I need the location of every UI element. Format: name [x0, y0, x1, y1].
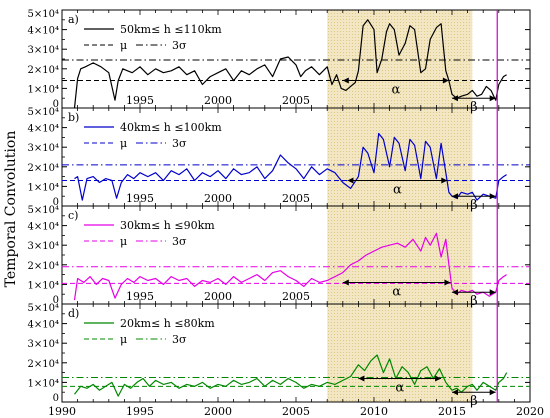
y-tick-label: 2×10⁴: [28, 163, 59, 174]
annotation-arrowhead-left: [452, 193, 458, 200]
y-axis-label: Temporal Convolution: [3, 131, 19, 288]
annotation-arrowhead-left: [347, 177, 354, 184]
annotation-arrowhead-right: [489, 193, 496, 200]
y-tick-label: 1×10⁴: [28, 280, 59, 291]
annotation-label: β: [470, 294, 478, 309]
annotation-label: α: [391, 83, 400, 98]
annotation-arrowhead-right: [444, 279, 451, 286]
x-tick-label-inner: 2000: [204, 94, 232, 107]
y-tick-label: 4×10⁴: [28, 222, 59, 233]
x-tick-label-inner: 1995: [126, 192, 154, 205]
annotation-arrowhead-left: [358, 375, 365, 382]
x-tick-label-inner: 2005: [282, 192, 310, 205]
y-tick-label: 1×10⁴: [28, 84, 59, 95]
y-tick-label: 0: [53, 393, 59, 404]
y-tick-label: 0: [53, 197, 59, 208]
series-line: [73, 19, 507, 109]
x-tick-label-inner: 2000: [204, 192, 232, 205]
x-tick-label: 2020: [516, 405, 544, 418]
series-line: [74, 354, 508, 397]
legend-label-mu: μ: [120, 333, 127, 346]
annotation-arrowhead-left: [452, 95, 458, 102]
legend-label-series: 50km≤ h ≤110km: [120, 23, 222, 36]
legend-label-series: 20km≤ h ≤80km: [120, 317, 215, 330]
x-tick-label: 2005: [282, 405, 310, 418]
legend-label-3sigma: 3σ: [172, 333, 187, 346]
legend-label-3sigma: 3σ: [172, 235, 187, 248]
x-tick-label: 2000: [204, 405, 232, 418]
annotation-label: β: [470, 394, 478, 409]
panel-label: a): [68, 13, 79, 26]
annotation-arrowhead-left: [452, 389, 458, 396]
x-tick-label: 2010: [360, 405, 388, 418]
series-line: [74, 132, 507, 201]
annotation-arrowhead-left: [342, 279, 349, 286]
y-tick-label: 3×10⁴: [28, 339, 59, 350]
y-tick-label: 0: [53, 99, 59, 110]
x-tick-label: 1995: [126, 405, 154, 418]
annotation-arrowhead-right: [489, 389, 496, 396]
panel-c: 0 1×10⁴ 2×10⁴ 3×10⁴ 4×10⁴ 5×10⁴ 1995 2000 2005 α β…: [28, 205, 531, 309]
y-tick-label: 3×10⁴: [28, 45, 59, 56]
x-tick-label-inner: 1995: [126, 94, 154, 107]
x-tick-label-inner: 2000: [204, 290, 232, 303]
y-tick-label: 1×10⁴: [28, 378, 59, 389]
y-tick-label: 4×10⁴: [28, 320, 59, 331]
legend-label-mu: μ: [120, 235, 127, 248]
annotation-arrowhead-right: [489, 95, 496, 102]
legend-label-3sigma: 3σ: [172, 39, 187, 52]
y-tick-label: 5×10⁴: [28, 303, 59, 314]
legend-label-series: 30km≤ h ≤90km: [120, 219, 215, 232]
annotation-arrowhead-left: [342, 77, 349, 84]
x-tick-label-inner: 2005: [282, 290, 310, 303]
y-tick-label: 3×10⁴: [28, 143, 59, 154]
legend-label-mu: μ: [120, 39, 127, 52]
x-tick-label: 2015: [438, 405, 466, 418]
annotation-arrowhead-right: [435, 375, 442, 382]
legend-label-series: 40km≤ h ≤100km: [120, 121, 222, 134]
y-tick-label: 3×10⁴: [28, 241, 59, 252]
y-tick-label: 5×10⁴: [28, 205, 59, 216]
panel-label: c): [68, 209, 78, 222]
annotation-arrowhead-left: [452, 289, 458, 296]
panels-layer: 0 1×10⁴ 2×10⁴ 3×10⁴ 4×10⁴ 5×10⁴ 1995 2000 2005 α β…: [28, 9, 531, 409]
panel-label: b): [68, 111, 79, 124]
y-tick-label: 2×10⁴: [28, 65, 59, 76]
legend-label-mu: μ: [120, 137, 127, 150]
y-tick-label: 5×10⁴: [28, 107, 59, 118]
y-tick-label: 1×10⁴: [28, 182, 59, 193]
annotation-label: α: [393, 183, 402, 198]
series-line: [73, 232, 507, 301]
panel-d: 0 1×10⁴ 2×10⁴ 3×10⁴ 4×10⁴ 5×10⁴ α β d) 20km≤ h ≤8…: [28, 303, 531, 409]
x-tick-label-inner: 1995: [126, 290, 154, 303]
y-tick-label: 2×10⁴: [28, 261, 59, 272]
y-tick-label: 5×10⁴: [28, 9, 59, 20]
y-tick-label: 4×10⁴: [28, 26, 59, 37]
legend-label-3sigma: 3σ: [172, 137, 187, 150]
annotation-label: α: [395, 380, 404, 395]
panel-label: d): [68, 307, 79, 320]
annotation-label: α: [392, 284, 401, 299]
y-tick-label: 4×10⁴: [28, 124, 59, 135]
annotation-arrowhead-right: [442, 77, 449, 84]
y-tick-label: 2×10⁴: [28, 359, 59, 370]
x-axis: 1990 1995 2000 2005 2010 2015 2020: [48, 405, 544, 418]
annotation-arrowhead-right: [441, 177, 448, 184]
y-tick-label: 0: [53, 295, 59, 306]
x-tick-label-inner: 2005: [282, 94, 310, 107]
x-tick-label: 1990: [48, 405, 76, 418]
annotation-arrowhead-right: [489, 289, 496, 296]
